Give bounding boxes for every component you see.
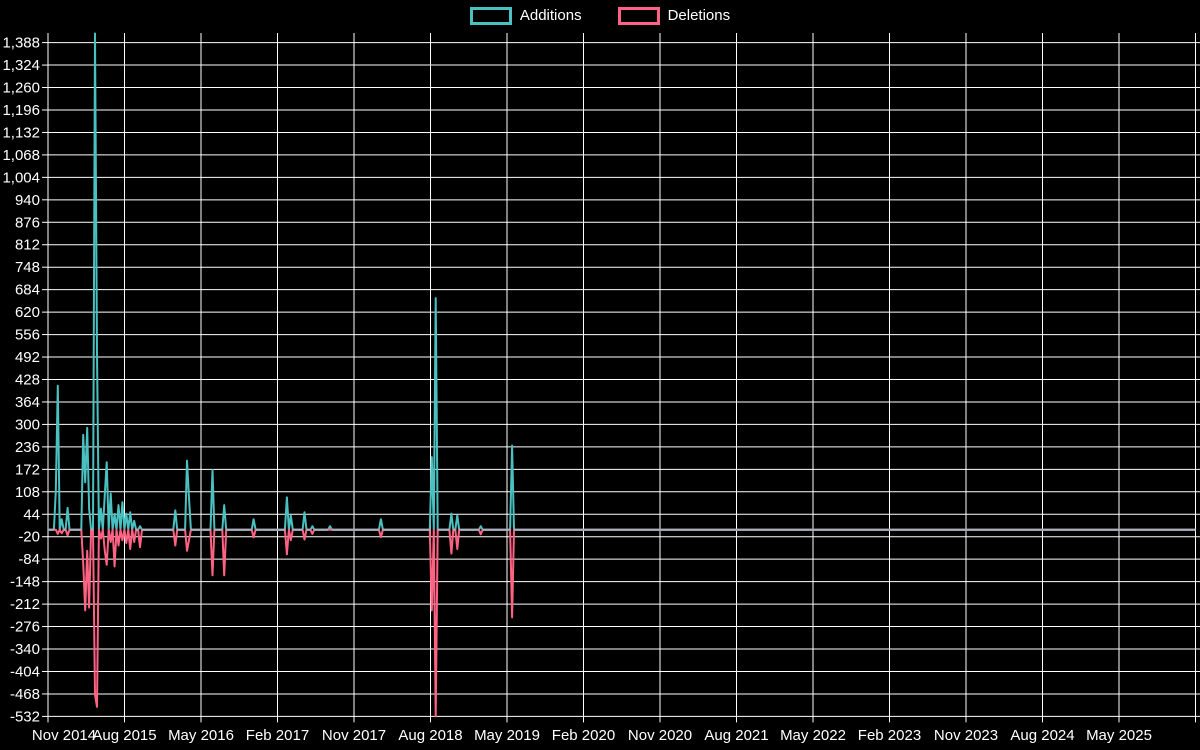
deletions-line (48, 528, 1196, 718)
y-tick-label: 940 (15, 192, 40, 209)
y-tick-label: 1,068 (2, 147, 40, 164)
y-tick-label: -532 (10, 708, 40, 725)
x-tick-label: May 2019 (474, 727, 540, 744)
y-tick-label: 428 (15, 372, 40, 389)
chart-legend: Additions Deletions (0, 7, 1200, 25)
additions-line (48, 32, 1196, 531)
y-tick-label: 556 (15, 327, 40, 344)
y-tick-label: -148 (10, 574, 40, 591)
legend-item-additions[interactable]: Additions (469, 7, 582, 25)
x-tick-label: Feb 2023 (858, 727, 921, 744)
legend-label-additions: Additions (519, 7, 582, 24)
y-tick-label: 812 (15, 237, 40, 254)
y-tick-label: 1,196 (2, 102, 40, 119)
y-tick-label: 1,324 (2, 57, 40, 74)
y-tick-label: 1,132 (2, 124, 40, 141)
y-tick-label: 876 (15, 214, 40, 231)
y-tick-label: 108 (15, 484, 40, 501)
x-tick-label: Aug 2018 (398, 727, 462, 744)
y-tick-label: 1,388 (2, 35, 40, 52)
x-tick-label: Feb 2020 (552, 727, 615, 744)
y-tick-label: 492 (15, 349, 40, 366)
legend-item-deletions[interactable]: Deletions (617, 7, 731, 25)
x-tick-label: Nov 2014 (32, 727, 96, 744)
additions-swatch-icon (469, 7, 512, 25)
x-tick-label: Aug 2015 (92, 727, 156, 744)
x-tick-label: May 2022 (780, 727, 846, 744)
y-tick-label: 684 (15, 282, 40, 299)
y-tick-label: -468 (10, 686, 40, 703)
x-tick-label: Nov 2017 (322, 727, 386, 744)
x-tick-label: Aug 2024 (1010, 727, 1074, 744)
y-tick-label: 620 (15, 304, 40, 321)
y-tick-label: 44 (23, 506, 40, 523)
y-tick-label: 1,004 (2, 169, 40, 186)
x-tick-label: Feb 2017 (246, 727, 309, 744)
y-tick-label: 172 (15, 461, 40, 478)
y-tick-label: 1,260 (2, 80, 40, 97)
x-tick-label: May 2025 (1086, 727, 1152, 744)
y-axis-labels: 1,388 1,324 1,260 1,196 1,132 1,068 1,004 940 87… (2, 35, 40, 726)
y-tick-label: -20 (18, 529, 40, 546)
x-tick-label: Aug 2021 (704, 727, 768, 744)
legend-label-deletions: Deletions (667, 7, 731, 24)
y-tick-label: 300 (15, 416, 40, 433)
gridlines (42, 33, 1200, 723)
y-tick-label: -212 (10, 596, 40, 613)
x-tick-label: May 2016 (168, 727, 234, 744)
y-tick-label: 236 (15, 439, 40, 456)
y-tick-label: 748 (15, 259, 40, 276)
y-tick-label: -404 (10, 663, 40, 680)
y-tick-label: -84 (18, 551, 40, 568)
x-tick-label: Nov 2023 (934, 727, 998, 744)
y-tick-label: -276 (10, 619, 40, 636)
y-tick-label: 364 (15, 394, 40, 411)
x-tick-label: Nov 2020 (628, 727, 692, 744)
y-tick-label: -340 (10, 641, 40, 658)
deletions-swatch-icon (617, 7, 660, 25)
